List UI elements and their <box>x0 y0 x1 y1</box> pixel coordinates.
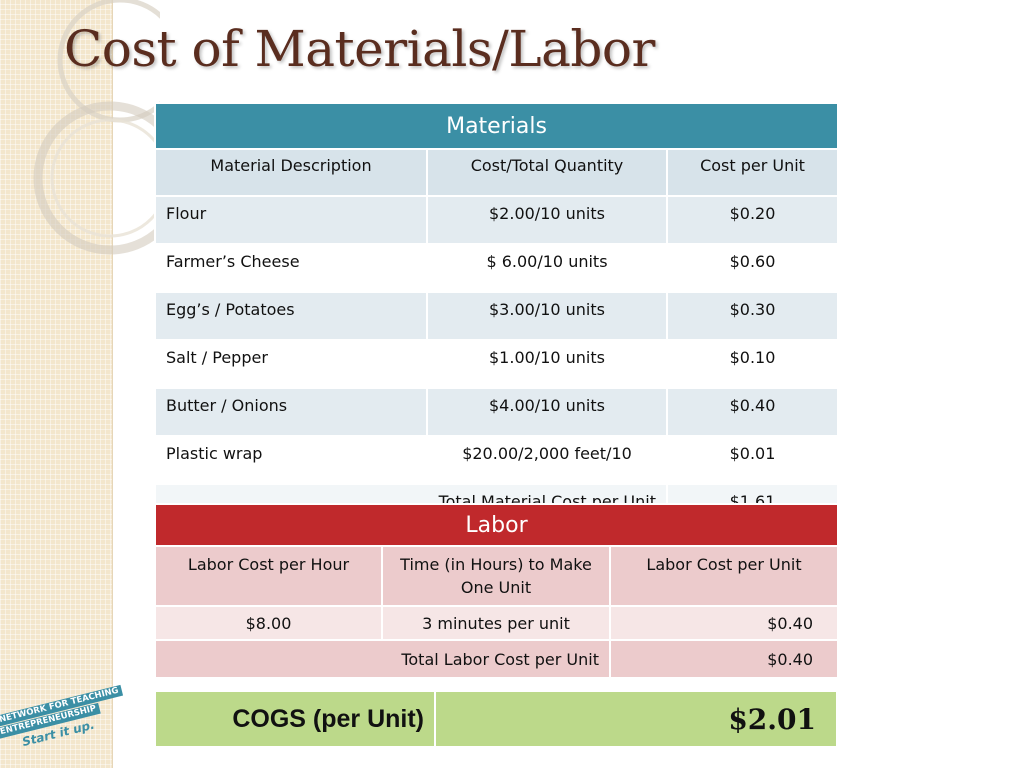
material-cost-per-unit: $0.20 <box>665 195 840 245</box>
labor-total-row: Total Labor Cost per Unit $0.40 <box>154 639 840 679</box>
cogs-value: $2.01 <box>434 690 838 748</box>
material-cost-quantity: $2.00/10 units <box>426 195 668 245</box>
material-cost-per-unit: $0.10 <box>665 339 840 389</box>
material-cost-quantity: $4.00/10 units <box>426 387 668 437</box>
material-description: Butter / Onions <box>154 387 428 437</box>
material-cost-quantity: $20.00/2,000 feet/10 <box>426 435 668 485</box>
material-cost-quantity: $ 6.00/10 units <box>426 243 668 293</box>
materials-heading: Materials <box>153 102 840 150</box>
labor-heading: Labor <box>153 503 840 547</box>
material-description: Egg’s / Potatoes <box>154 291 428 341</box>
material-cost-per-unit: $0.30 <box>665 291 840 341</box>
labor-total-value: $0.40 <box>608 639 840 679</box>
materials-table: Materials Material Description Cost/Tota… <box>153 102 840 533</box>
labor-table: Labor Labor Cost per Hour Time (in Hours… <box>153 503 840 679</box>
material-description: Farmer’s Cheese <box>154 243 428 293</box>
column-header: Cost/Total Quantity <box>426 148 668 197</box>
table-row: Egg’s / Potatoes $3.00/10 units $0.30 <box>154 291 840 341</box>
material-description: Salt / Pepper <box>154 339 428 389</box>
material-cost-per-unit: $0.01 <box>665 435 840 485</box>
labor-cost-per-hour: $8.00 <box>154 605 383 641</box>
material-cost-per-unit: $0.40 <box>665 387 840 437</box>
material-cost-per-unit: $0.60 <box>665 243 840 293</box>
decorative-circles <box>33 0 160 255</box>
column-header: Material Description <box>154 148 428 197</box>
column-header: Cost per Unit <box>665 148 840 197</box>
table-row: Farmer’s Cheese $ 6.00/10 units $0.60 <box>154 243 840 293</box>
cogs-label: COGS (per Unit) <box>154 690 436 748</box>
material-description: Plastic wrap <box>154 435 428 485</box>
column-header: Labor Cost per Unit <box>608 545 840 607</box>
slide-title: Cost of Materials/Labor <box>64 20 655 78</box>
table-row: $8.00 3 minutes per unit $0.40 <box>154 605 840 641</box>
column-header: Labor Cost per Hour <box>154 545 383 607</box>
cogs-summary: COGS (per Unit) $2.01 <box>154 690 838 748</box>
column-header: Time (in Hours) to Make One Unit <box>381 545 611 607</box>
table-row: Flour $2.00/10 units $0.20 <box>154 195 840 245</box>
material-cost-quantity: $1.00/10 units <box>426 339 668 389</box>
labor-total-label: Total Labor Cost per Unit <box>154 639 611 679</box>
table-row: Plastic wrap $20.00/2,000 feet/10 $0.01 <box>154 435 840 485</box>
material-description: Flour <box>154 195 428 245</box>
table-row: Salt / Pepper $1.00/10 units $0.10 <box>154 339 840 389</box>
labor-time-per-unit: 3 minutes per unit <box>381 605 611 641</box>
material-cost-quantity: $3.00/10 units <box>426 291 668 341</box>
labor-cost-per-unit: $0.40 <box>608 605 840 641</box>
table-row: Butter / Onions $4.00/10 units $0.40 <box>154 387 840 437</box>
